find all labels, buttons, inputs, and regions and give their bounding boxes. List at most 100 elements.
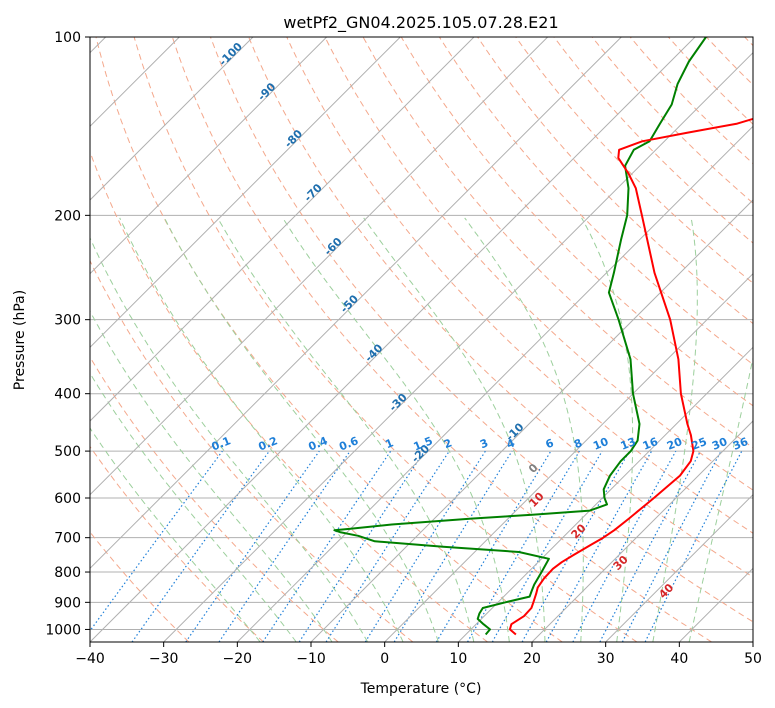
temperature-line: [508, 117, 753, 636]
mixing-ratio-label: 25: [690, 435, 709, 453]
dry-adiabat-line: [324, 37, 753, 491]
moist-adiabat-line: [581, 217, 634, 642]
isotherm-line: [236, 125, 753, 642]
adiabat-label: -50: [338, 292, 361, 315]
mixing-ratio-line: [521, 450, 631, 642]
mixing-ratio-label: 3: [478, 436, 490, 451]
moist-adiabat-line: [90, 236, 369, 642]
dry-adiabat-line: [133, 37, 638, 642]
dry-adiabat-line: [90, 259, 414, 642]
mixing-ratio-line: [644, 450, 743, 642]
isotherm-line: [531, 420, 753, 642]
skewed-isotherms: [90, 37, 753, 642]
dry-adiabat-line: [95, 37, 563, 642]
y-tick-label: 400: [54, 387, 81, 403]
isotherm-line: [90, 37, 622, 570]
x-tick-label: 50: [744, 651, 762, 667]
dry-adiabat-line: [438, 37, 753, 366]
dry-adiabat-line: [591, 37, 753, 204]
moist-adiabat-line: [90, 427, 261, 642]
x-tick-label: 40: [670, 651, 688, 667]
moist-adiabat-line: [652, 217, 698, 642]
mixing-ratio-label: 36: [731, 435, 750, 453]
isotherm-line: [163, 51, 753, 642]
chart-title: wetPf2_GN04.2025.105.07.28.E21: [283, 13, 558, 33]
adiabat-label: -80: [282, 127, 305, 150]
x-tick-label: 20: [523, 651, 541, 667]
y-tick-label: 100: [54, 30, 81, 46]
dry-adiabat-line: [362, 37, 753, 449]
mixing-ratio-label: 13: [619, 435, 638, 453]
mixing-ratio-label: 10: [591, 435, 610, 453]
x-tick-label: −40: [75, 651, 105, 667]
isotherm-line: [605, 493, 753, 642]
y-axis-label: Pressure (hPa): [12, 290, 28, 390]
y-tick-label: 800: [54, 565, 81, 581]
y-tick-label: 600: [54, 491, 81, 507]
dry-adiabat-line: [744, 37, 753, 47]
y-tick-label: 900: [54, 595, 81, 611]
isotherm-line: [90, 37, 475, 422]
mixing-ratio-label: 30: [710, 435, 729, 453]
adiabat-label: 0: [526, 461, 541, 476]
mixing-ratio-line: [90, 450, 223, 632]
mixing-ratio-line: [364, 450, 486, 642]
mixing-ratio-label: 8: [572, 436, 584, 451]
isotherm-line: [752, 641, 753, 642]
mixing-ratio-label: 1: [383, 436, 395, 451]
mixing-ratio-lines: [90, 450, 743, 642]
mixing-ratio-line: [325, 450, 450, 642]
isotherm-line: [310, 199, 753, 642]
mixing-ratio-label: 6: [544, 436, 556, 451]
moist-adiabat-line: [363, 217, 546, 642]
y-tick-label: 200: [54, 208, 81, 224]
isotherm-line: [90, 37, 328, 275]
mixing-ratio-line: [262, 450, 392, 642]
mixing-ratio-line: [545, 450, 653, 642]
mixing-ratio-line: [185, 450, 320, 642]
x-tick-label: 10: [449, 651, 467, 667]
isotherm-line: [457, 346, 753, 642]
x-tick-label: −30: [149, 651, 179, 667]
y-tick-label: 500: [54, 444, 81, 460]
dry-adiabat-line: [210, 37, 753, 623]
isotherm-line: [90, 37, 401, 349]
x-tick-label: 0: [380, 651, 389, 667]
dry-adiabat-line: [90, 356, 339, 642]
x-axis-label: Temperature (°C): [360, 681, 482, 697]
moist-adiabat-line: [90, 310, 333, 642]
mixing-ratio-labels: 0.1 0.2 0.4 0.6 1 1.5 2 3 4 6 8 10 13 16 20 25 30 36: [210, 434, 751, 453]
adiabat-label: -40: [362, 341, 385, 364]
moist-adiabat-line: [119, 217, 404, 642]
mixing-ratio-line: [393, 450, 513, 642]
mixing-ratio-line: [599, 450, 702, 642]
moist-adiabats: [90, 217, 753, 642]
adiabat-label: -100: [216, 40, 245, 69]
y-tick-label: 1000: [45, 622, 81, 638]
moist-adiabat-line: [688, 355, 753, 642]
x-tick-label: −10: [296, 651, 326, 667]
temperature-profile: [508, 117, 753, 636]
mixing-ratio-line: [131, 450, 270, 642]
adiabat-label: -60: [322, 235, 345, 258]
moist-adiabat-line: [282, 217, 510, 642]
adiabat-label: -70: [302, 181, 325, 204]
adiabat-label: 20: [569, 521, 589, 541]
mixing-ratio-label: 20: [665, 435, 684, 453]
moist-adiabat-line: [464, 217, 584, 642]
mixing-ratio-line: [218, 450, 351, 642]
dry-adiabat-line: [629, 37, 753, 165]
plot-frame: [89, 36, 754, 643]
mixing-ratio-label: 16: [641, 435, 660, 453]
dry-adiabat-line: [90, 531, 190, 642]
isotherm-line: [678, 567, 753, 642]
y-tick-label: 300: [54, 313, 81, 329]
dry-adiabat-line: [668, 37, 753, 125]
dry-adiabats: [90, 37, 753, 642]
y-axis-ticks: 100 200 300 400 500 600 700 800 900 1000: [45, 30, 90, 638]
mixing-ratio-line: [572, 450, 677, 642]
moist-adiabat-line: [90, 372, 297, 642]
x-tick-label: 30: [597, 651, 615, 667]
